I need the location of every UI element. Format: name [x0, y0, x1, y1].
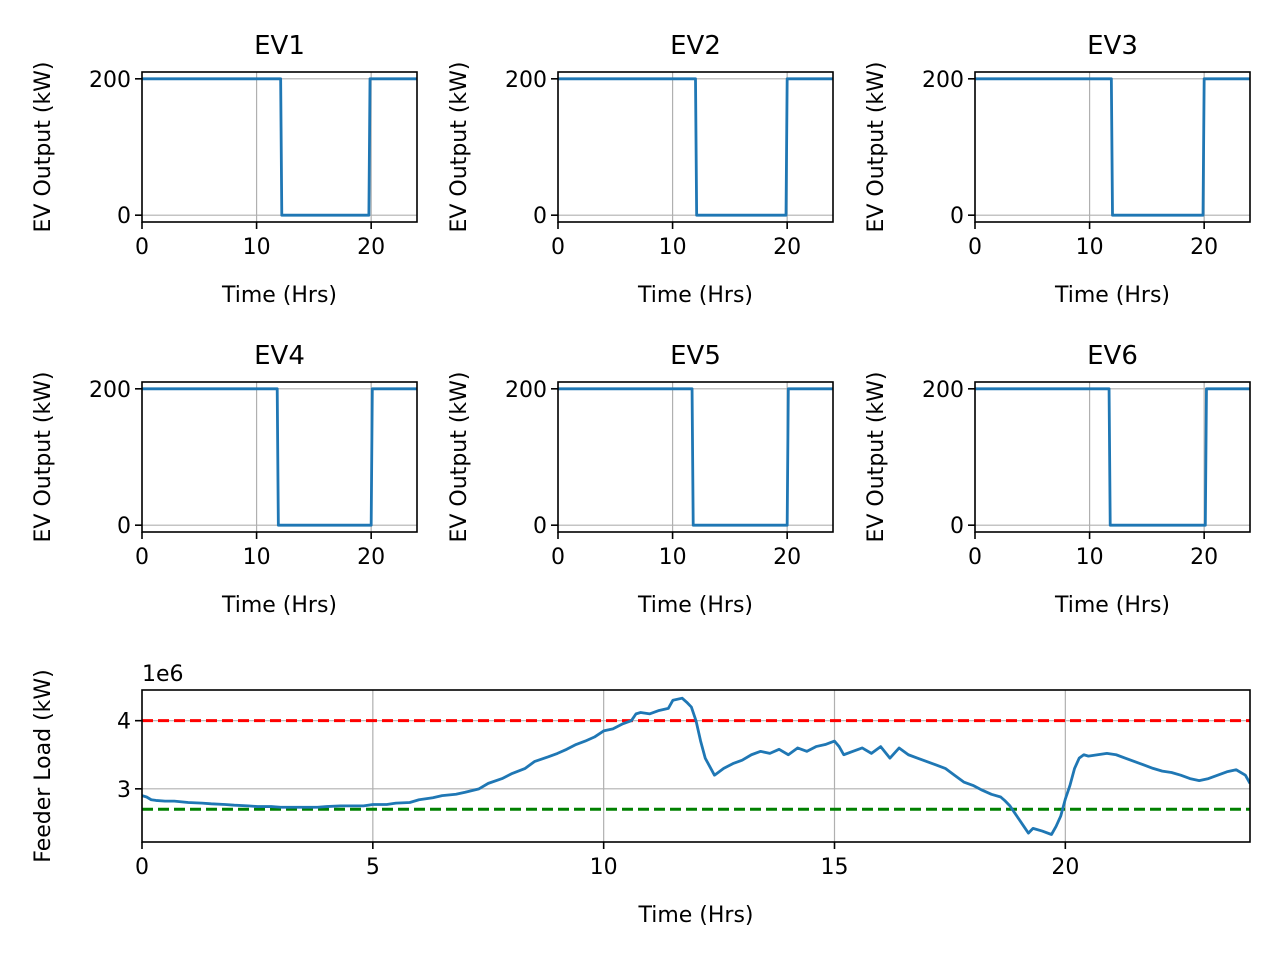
- y-tick-label: 0: [117, 514, 131, 539]
- x-axis-label: Time (Hrs): [637, 593, 753, 618]
- x-axis-label: Time (Hrs): [221, 593, 337, 618]
- x-tick-label: 10: [1076, 545, 1104, 570]
- series-line: [142, 387, 417, 527]
- x-tick-label: 20: [1190, 235, 1218, 260]
- y-tick-label: 200: [922, 68, 964, 93]
- axes-frame: [141, 381, 418, 533]
- chart-title: EV6: [1087, 341, 1138, 371]
- chart-title: EV1: [254, 31, 305, 61]
- subplot-7: 0 5 10 15 20 3 4 Time (Hrs) Feeder Load (kW) 1e6: [31, 662, 1251, 928]
- y-tick-label: 0: [117, 204, 131, 229]
- x-tick-label: 0: [135, 855, 149, 880]
- axes-frame: [974, 381, 1251, 533]
- x-axis-label: Time (Hrs): [1054, 593, 1170, 618]
- axes-frame: [557, 381, 834, 533]
- x-tick-label: 20: [357, 235, 385, 260]
- axes-frame: [557, 71, 834, 223]
- series-line: [975, 77, 1250, 217]
- y-tick-label: 0: [533, 514, 547, 539]
- x-tick-label: 10: [659, 545, 687, 570]
- chart-title: EV4: [254, 341, 305, 371]
- x-axis-label: Time (Hrs): [1054, 283, 1170, 308]
- series-line: [142, 696, 1250, 836]
- y-axis-label: Feeder Load (kW): [31, 669, 56, 863]
- series-line: [558, 77, 833, 217]
- x-tick-label: 10: [243, 235, 271, 260]
- x-tick-label: 20: [773, 545, 801, 570]
- x-tick-label: 0: [968, 235, 982, 260]
- y-axis-label: EV Output (kW): [864, 61, 889, 232]
- y-axis-label: EV Output (kW): [447, 371, 472, 542]
- axes-frame: [141, 71, 418, 223]
- series-line: [558, 387, 833, 527]
- y-tick-label: 200: [89, 378, 131, 403]
- x-tick-label: 20: [357, 545, 385, 570]
- y-tick-label: 0: [950, 514, 964, 539]
- x-axis-label: Time (Hrs): [221, 283, 337, 308]
- x-tick-label: 10: [1076, 235, 1104, 260]
- chart-title: EV2: [670, 31, 721, 61]
- y-axis-label: EV Output (kW): [31, 371, 56, 542]
- chart-title: EV5: [670, 341, 721, 371]
- y-tick-label: 200: [922, 378, 964, 403]
- x-tick-label: 20: [1190, 545, 1218, 570]
- y-tick-label: 4: [117, 710, 131, 735]
- y-tick-label: 200: [89, 68, 131, 93]
- x-tick-label: 0: [135, 235, 149, 260]
- series-line: [975, 387, 1250, 527]
- chart-title: EV3: [1087, 31, 1138, 61]
- y-tick-label: 200: [505, 378, 547, 403]
- x-axis-label: Time (Hrs): [637, 903, 753, 928]
- x-tick-label: 0: [551, 545, 565, 570]
- x-tick-label: 20: [773, 235, 801, 260]
- x-tick-label: 15: [821, 855, 849, 880]
- x-axis-label: Time (Hrs): [637, 283, 753, 308]
- y-tick-label: 0: [533, 204, 547, 229]
- y-tick-label: 3: [117, 778, 131, 803]
- axes-frame: [141, 689, 1251, 843]
- x-tick-label: 10: [659, 235, 687, 260]
- series-line: [142, 77, 417, 217]
- y-axis-label: EV Output (kW): [864, 371, 889, 542]
- x-tick-label: 0: [135, 545, 149, 570]
- y-axis-label: EV Output (kW): [31, 61, 56, 232]
- x-tick-label: 20: [1051, 855, 1079, 880]
- x-tick-label: 10: [243, 545, 271, 570]
- x-tick-label: 0: [968, 545, 982, 570]
- x-tick-label: 0: [551, 235, 565, 260]
- y-offset-text: 1e6: [142, 662, 184, 687]
- y-tick-label: 0: [950, 204, 964, 229]
- x-tick-label: 5: [366, 855, 380, 880]
- x-tick-label: 10: [590, 855, 618, 880]
- y-axis-label: EV Output (kW): [447, 61, 472, 232]
- y-tick-label: 200: [505, 68, 547, 93]
- axes-frame: [974, 71, 1251, 223]
